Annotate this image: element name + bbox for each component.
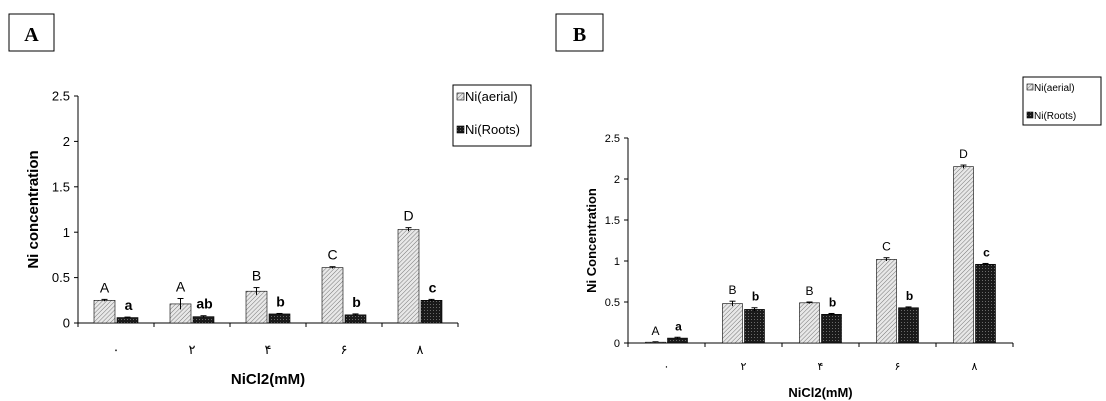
bar-roots <box>975 263 996 344</box>
x-tick-label: ۶ <box>895 361 901 373</box>
bar-aerial <box>397 229 420 324</box>
y-axis-title: Ni Concentration <box>584 188 599 293</box>
significance-letter: A <box>176 278 186 294</box>
x-axis-title: NiCl2(mM) <box>788 385 852 400</box>
panel-b: B 0 0.5 1 1.5 2 2.5 ٠ ٢ ۴ ۶ ٨ A B B C Da b b b c NiCl2(mM) Ni… <box>555 13 1102 400</box>
significance-letter: B <box>805 284 813 298</box>
panel-b-letter-box <box>555 13 604 52</box>
significance-letter: D <box>403 208 413 224</box>
bar-roots <box>420 299 443 324</box>
significance-letter: a <box>125 297 133 313</box>
significance-letter: a <box>675 319 682 333</box>
legend-a-aerial-label: Ni(aerial) <box>465 89 518 104</box>
bar-roots <box>192 316 215 324</box>
bar-aerial <box>953 166 974 344</box>
significance-letter: C <box>882 240 891 254</box>
chart-b: 0 0.5 1 1.5 2 2.5 ٠ ٢ ۴ ۶ ٨ A B B C Da b b b c NiCl2(mM) Ni C… <box>584 133 1014 400</box>
bar-roots <box>744 309 765 344</box>
y-tick-label: 2.5 <box>52 89 70 104</box>
significance-letter: b <box>906 289 913 303</box>
legend-b: Ni(aerial) Ni(Roots) <box>1022 76 1102 126</box>
y-tick-label: 1 <box>63 225 70 240</box>
x-axis-title: NiCl2(mM) <box>231 371 305 388</box>
x-tick-label: ۶ <box>341 342 348 357</box>
y-tick-label: 1 <box>614 256 620 268</box>
x-tick-label: ٠ <box>664 361 670 373</box>
panel-a-letter-box <box>8 13 55 52</box>
significance-letter: B <box>728 283 736 297</box>
bar-aerial <box>722 303 743 344</box>
significance-letter: C <box>327 247 337 263</box>
legend-b-roots-swatch <box>1026 111 1034 119</box>
x-tick-label: ٨ <box>972 361 978 373</box>
bar-roots <box>268 313 291 324</box>
legend-a-frame <box>452 84 532 147</box>
y-tick-label: 2 <box>63 134 70 149</box>
significance-letter: A <box>100 279 110 295</box>
y-axis-title: Ni concentration <box>25 150 42 268</box>
significance-letter: b <box>276 293 285 309</box>
x-tick-label: ۴ <box>265 342 272 357</box>
legend-a-aerial-swatch <box>456 92 465 101</box>
y-tick-label: 1.5 <box>52 179 70 194</box>
bar-aerial <box>321 267 344 324</box>
x-tick-label: ٨ <box>417 342 424 357</box>
panel-a-letter: A <box>24 24 39 46</box>
legend-a-roots-label: Ni(Roots) <box>465 122 520 137</box>
significance-letter: ab <box>196 296 212 312</box>
x-tick-label: ٢ <box>741 361 747 373</box>
y-tick-label: 0.5 <box>52 270 70 285</box>
bar-aerial <box>799 302 820 344</box>
bar-aerial <box>876 259 897 344</box>
y-tick-label: 1.5 <box>605 215 620 227</box>
bar-aerial <box>245 290 268 324</box>
x-tick-label: ٢ <box>189 342 196 357</box>
legend-b-aerial-label: Ni(aerial) <box>1034 83 1075 94</box>
x-tick-label: ۴ <box>818 361 824 373</box>
significance-letter: c <box>983 245 990 259</box>
significance-letter: D <box>959 147 968 161</box>
x-tick-label: ٠ <box>113 342 120 357</box>
y-tick-label: 2.5 <box>605 133 620 145</box>
significance-letter: B <box>252 268 261 284</box>
significance-letter: A <box>651 324 659 338</box>
legend-b-roots-label: Ni(Roots) <box>1034 111 1076 122</box>
y-tick-label: 0 <box>614 338 620 350</box>
legend-b-frame <box>1022 76 1102 126</box>
y-tick-label: 0.5 <box>605 297 620 309</box>
bar-roots <box>821 313 842 344</box>
bar-roots <box>116 317 139 324</box>
bar-roots <box>898 307 919 344</box>
y-tick-label: 0 <box>63 316 70 331</box>
panel-a: A 0 0.5 1 1.5 2 2.5 ٠ ٢ ۴ ۶ ٨ A A B C Da ab b b c NiCl2(mM) N… <box>8 13 532 388</box>
chart-a: 0 0.5 1 1.5 2 2.5 ٠ ٢ ۴ ۶ ٨ A A B C Da ab b b c NiCl2(mM) Ni … <box>25 89 459 388</box>
panel-b-letter: B <box>573 24 586 46</box>
significance-letter: b <box>752 290 759 304</box>
y-tick-label: 2 <box>614 174 620 186</box>
significance-letter: b <box>352 294 361 310</box>
bar-roots <box>344 314 367 324</box>
significance-letter: b <box>829 295 836 309</box>
significance-letter: c <box>429 279 437 295</box>
legend-b-aerial-swatch <box>1026 83 1034 91</box>
legend-a-roots-swatch <box>456 125 465 134</box>
legend-a: Ni(aerial) Ni(Roots) <box>452 84 532 147</box>
bar-aerial <box>93 299 116 324</box>
